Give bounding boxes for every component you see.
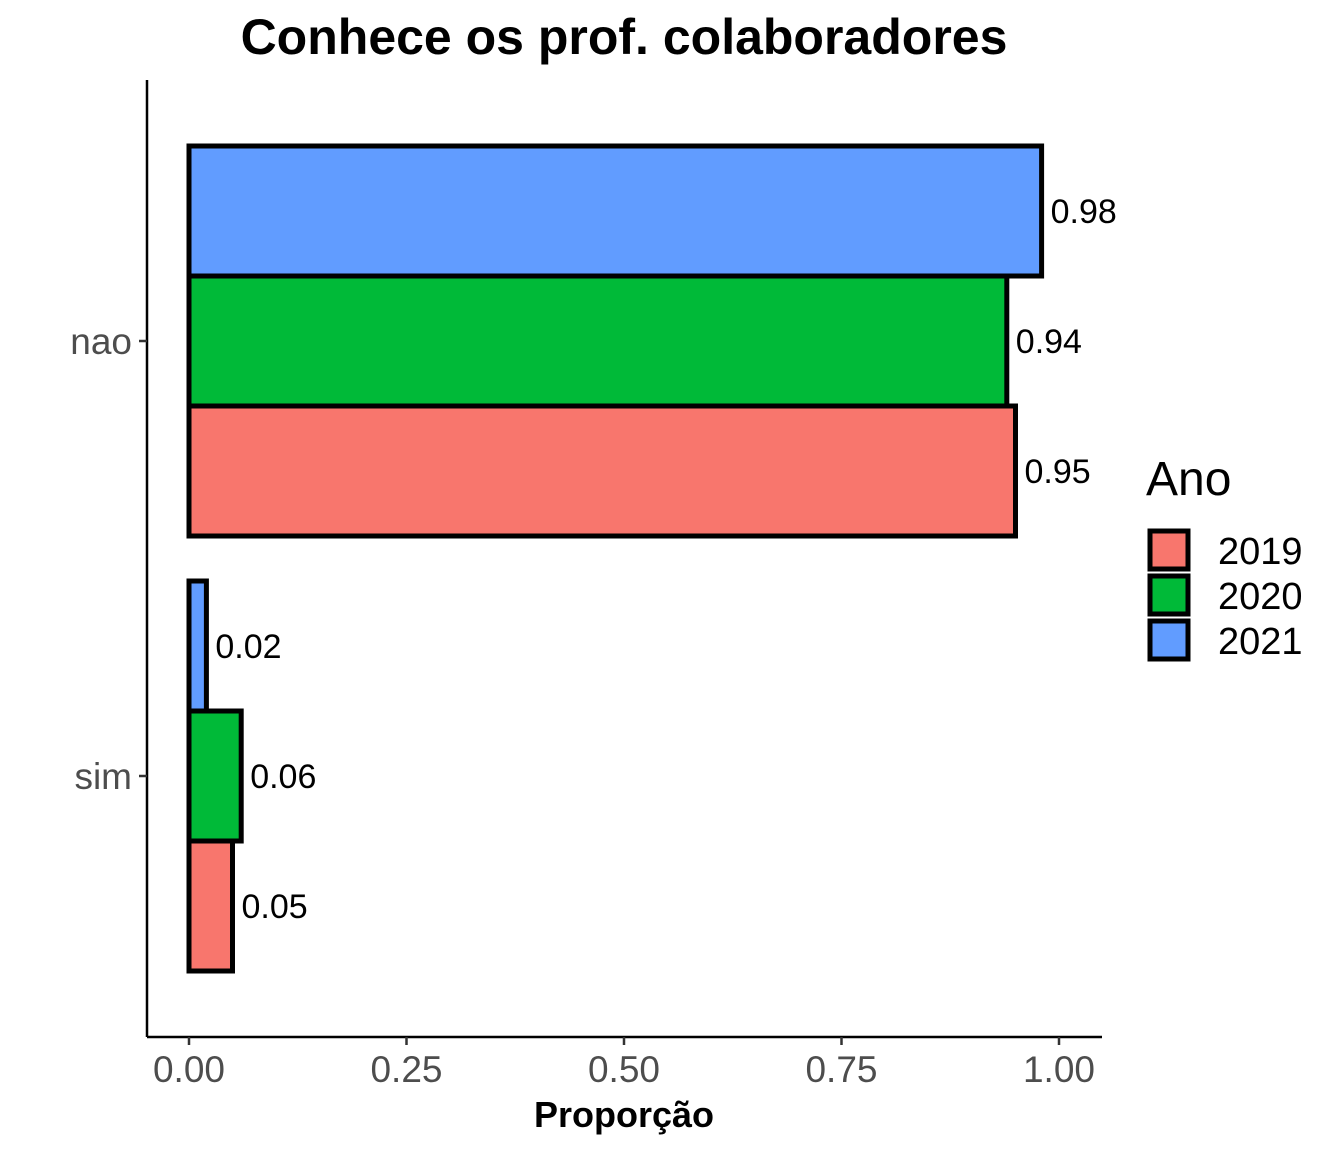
legend-key-2019	[1147, 528, 1191, 572]
data-label-nao-2019: 0.95	[1025, 453, 1091, 491]
bar-sim-2020	[186, 708, 244, 844]
legend-label-2021: 2021	[1218, 621, 1303, 663]
x-tick-label-0.00: 0.00	[153, 1049, 225, 1090]
chart-title: Conhece os prof. colaboradores	[241, 9, 1008, 65]
bar-nao-2021	[186, 143, 1045, 279]
data-label-sim-2021: 0.02	[215, 628, 281, 666]
legend-label-2020: 2020	[1218, 576, 1303, 618]
x-axis-ticks: 0.00 0.25 0.50 0.75 1.00	[153, 1037, 1095, 1090]
legend-key-2021	[1147, 618, 1191, 662]
data-label-nao-2020: 0.94	[1016, 323, 1082, 361]
data-label-sim-2020: 0.06	[250, 758, 316, 796]
y-tick-label-sim: sim	[74, 756, 132, 797]
x-tick-label-0.25: 0.25	[370, 1049, 442, 1090]
bar-nao-2020	[186, 273, 1010, 409]
data-label-nao-2021: 0.98	[1051, 193, 1117, 231]
legend-label-2019: 2019	[1218, 531, 1303, 573]
bar-sim-2021	[186, 578, 209, 714]
x-tick-label-0.75: 0.75	[805, 1049, 877, 1090]
x-tick-label-1.00: 1.00	[1023, 1049, 1095, 1090]
legend-key-2020	[1147, 573, 1191, 617]
legend-title: Ano	[1146, 453, 1231, 506]
x-tick-label-0.50: 0.50	[588, 1049, 660, 1090]
plot-area: 0.95 0.94 0.98 0.05 0.06 0.02	[186, 143, 1117, 974]
bar-nao-2019	[186, 403, 1018, 539]
data-label-sim-2019: 0.05	[242, 888, 308, 926]
bar-sim-2019	[186, 838, 235, 974]
y-tick-label-nao: nao	[70, 321, 132, 362]
x-axis-title: Proporção	[534, 1094, 714, 1135]
y-axis-ticks: nao sim	[70, 321, 147, 797]
